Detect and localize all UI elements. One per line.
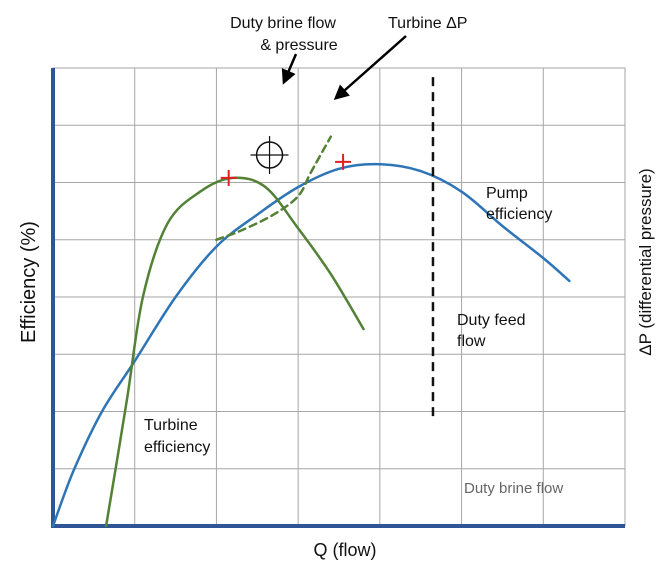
best-efficiency-marker-2: [335, 153, 352, 170]
markers: [220, 77, 435, 417]
y-axis-label-left: Efficiency (%): [18, 221, 40, 343]
x-axis-label: Q (flow): [314, 540, 377, 560]
series-line-turbine-p: [215, 135, 333, 242]
annotation-pump-efficiency-line1: Pump: [486, 185, 528, 202]
grid: [52, 67, 626, 527]
y-axis-label-right: ΔP (differential pressure): [636, 168, 655, 355]
annotation-pump-efficiency-line2: efficiency: [486, 206, 552, 223]
duty-point-arrow: [281, 53, 298, 85]
annotation-duty-brine-flow-pressure-line1: Duty brine flow: [230, 15, 336, 32]
arrows: [281, 35, 407, 100]
axes: [51, 68, 625, 528]
duty-point-crosshair-icon: [250, 136, 289, 175]
turbine-dp-arrow: [333, 35, 407, 100]
series-line-pump-efficiency: [51, 162, 571, 528]
annotation-turbine-efficiency-line1: Turbine: [144, 417, 198, 434]
annotation-turbine-efficiency-line2: efficiency: [144, 439, 210, 456]
annotation-duty-brine-flow: Duty brine flow: [464, 480, 563, 497]
best-efficiency-marker-1: [220, 169, 237, 186]
series: [51, 135, 571, 528]
annotation-duty-feed-flow-line1: Duty feed: [457, 312, 525, 329]
annotation-duty-brine-flow-pressure-line2: & pressure: [260, 37, 337, 54]
annotation-duty-feed-flow-line2: flow: [457, 333, 486, 350]
annotation-turbine-dp: Turbine ΔP: [388, 15, 467, 32]
series-line-turbine-efficiency: [104, 176, 365, 528]
